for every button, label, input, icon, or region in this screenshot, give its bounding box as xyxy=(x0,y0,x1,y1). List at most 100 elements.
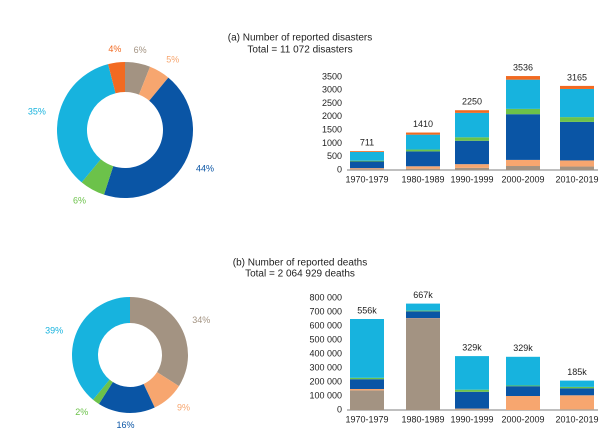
bar-segment xyxy=(406,319,440,410)
donut-segment xyxy=(138,66,169,101)
y-tick-label: 300 000 xyxy=(309,362,342,372)
y-tick-label: 0 xyxy=(337,164,342,174)
y-tick-label: 700 000 xyxy=(309,306,342,316)
bar-segment xyxy=(560,409,594,410)
bar-segment xyxy=(406,151,440,167)
y-tick-label: 500 xyxy=(327,151,342,161)
bar-segment xyxy=(455,112,489,138)
bar-segment xyxy=(560,386,594,389)
bar-segment xyxy=(350,151,384,161)
segment-label: 2% xyxy=(75,407,88,417)
y-tick-label: 3500 xyxy=(322,71,342,81)
y-tick-label: 400 000 xyxy=(309,348,342,358)
bar-segment xyxy=(455,110,489,113)
donut-segment xyxy=(125,62,151,95)
x-tick-label: 1970-1979 xyxy=(345,174,388,184)
total-label: 3165 xyxy=(567,72,587,82)
chart-title: (b) Number of reported deaths xyxy=(233,258,368,269)
bar-segment xyxy=(350,390,384,410)
bar-segment xyxy=(455,356,489,390)
segment-label: 6% xyxy=(134,45,147,55)
bar-segment xyxy=(406,303,440,311)
donut-segment xyxy=(81,159,114,195)
bar-segment xyxy=(560,117,594,122)
y-tick-label: 2000 xyxy=(322,111,342,121)
bar-segment xyxy=(506,356,540,386)
segment-label: 35% xyxy=(28,107,46,117)
bar-segment xyxy=(406,310,440,312)
x-tick-label: 1980-1989 xyxy=(401,414,444,424)
total-label: 556k xyxy=(357,305,377,315)
total-label: 329k xyxy=(513,343,533,353)
bar-segment xyxy=(506,386,540,396)
bar-segment xyxy=(560,166,594,170)
bar-segment xyxy=(506,108,540,115)
bar-segment xyxy=(350,389,384,391)
bar-segment xyxy=(506,396,540,410)
total-label: 711 xyxy=(360,137,374,147)
total-label: 329k xyxy=(462,342,482,352)
y-tick-label: 500 000 xyxy=(309,334,342,344)
x-tick-label: 2010-2019 xyxy=(555,174,598,184)
bar-segment xyxy=(506,76,540,80)
total-label: 185k xyxy=(567,367,587,377)
bar-segment xyxy=(560,380,594,387)
x-tick-label: 2000-2009 xyxy=(501,414,544,424)
y-tick-label: 3000 xyxy=(322,85,342,95)
bar-segment xyxy=(455,389,489,392)
x-tick-label: 1990-1999 xyxy=(450,414,493,424)
bar-segment xyxy=(406,134,440,150)
total-label: 3536 xyxy=(513,62,533,72)
bar-segment xyxy=(560,85,594,89)
bar-segment xyxy=(406,132,440,135)
y-tick-label: 2500 xyxy=(322,98,342,108)
bar-segment xyxy=(560,160,594,167)
donut-segment xyxy=(98,382,155,413)
y-tick-label: 600 000 xyxy=(309,320,342,330)
bar-segment xyxy=(506,159,540,167)
bar-segment xyxy=(350,151,384,152)
bar-segment xyxy=(350,160,384,162)
bar-segment xyxy=(350,168,384,170)
bar-segment xyxy=(350,379,384,389)
segment-label: 4% xyxy=(108,44,121,54)
bar-segment xyxy=(406,149,440,152)
donut-segment xyxy=(56,64,116,183)
y-tick-label: 100 000 xyxy=(309,390,342,400)
bar-segment xyxy=(455,167,489,170)
bar-segment xyxy=(506,114,540,160)
total-label: 2250 xyxy=(462,97,482,107)
chart-subtitle: Total = 11 072 disasters xyxy=(247,45,352,56)
segment-label: 9% xyxy=(177,403,190,413)
bar-segment xyxy=(455,164,489,168)
y-tick-label: 200 000 xyxy=(309,376,342,386)
y-tick-label: 1000 xyxy=(322,138,342,148)
bar-segment xyxy=(350,169,384,170)
bar-segment xyxy=(350,319,384,378)
y-tick-label: 1500 xyxy=(322,125,342,135)
bar-segment xyxy=(406,166,440,169)
bar-segment xyxy=(406,318,440,319)
chart-title: (a) Number of reported disasters xyxy=(228,33,373,44)
bar-segment xyxy=(455,391,489,409)
x-tick-label: 2010-2019 xyxy=(555,414,598,424)
bar-segment xyxy=(560,88,594,118)
total-label: 1410 xyxy=(413,119,433,129)
segment-label: 34% xyxy=(192,315,210,325)
bar-segment xyxy=(455,409,489,410)
x-tick-label: 1970-1979 xyxy=(345,414,388,424)
bar-segment xyxy=(560,121,594,161)
y-tick-label: 800 000 xyxy=(309,292,342,302)
segment-label: 6% xyxy=(73,195,86,205)
bar-segment xyxy=(506,166,540,170)
bar-segment xyxy=(506,385,540,387)
x-tick-label: 1980-1989 xyxy=(401,174,444,184)
segment-label: 5% xyxy=(166,55,179,65)
bar-segment xyxy=(455,408,489,410)
total-label: 667k xyxy=(413,290,433,300)
bar-segment xyxy=(406,168,440,170)
segment-label: 44% xyxy=(196,163,214,173)
segment-label: 16% xyxy=(117,420,135,430)
y-tick-label: 0 xyxy=(337,404,342,414)
